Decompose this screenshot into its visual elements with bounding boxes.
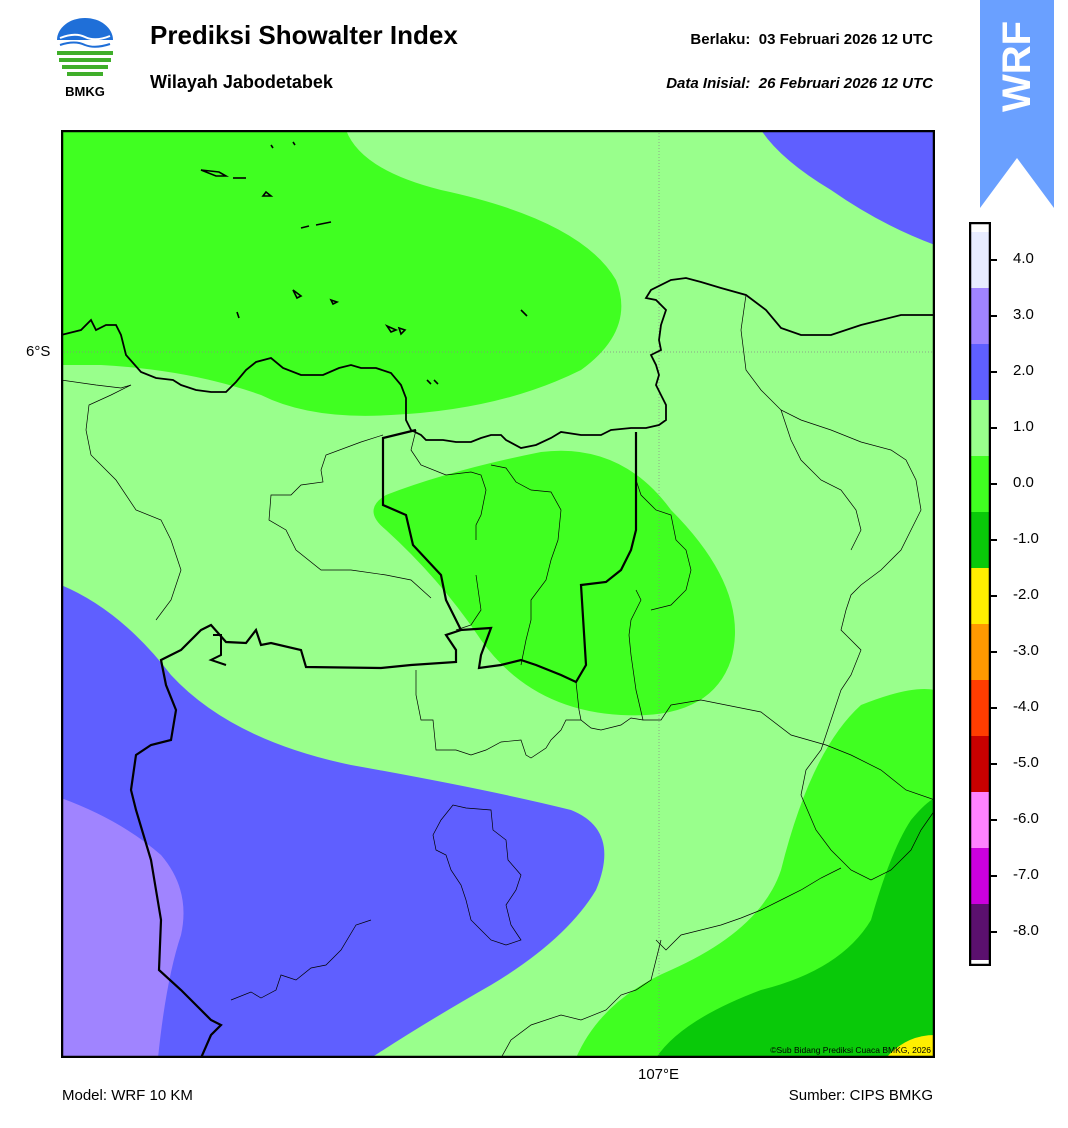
colorbar-tick (991, 259, 997, 261)
field-dark-green-southeast (656, 798, 935, 1058)
colorbar-label: 1.0 (1013, 418, 1034, 435)
colorbar-segment-top (969, 222, 991, 232)
colorbar-segment (969, 232, 991, 288)
colorbar-label: -3.0 (1013, 642, 1039, 659)
islands (200, 141, 528, 385)
latitude-label: 6°S (26, 343, 51, 360)
colorbar-label: -1.0 (1013, 530, 1039, 547)
field-bright-green-north (61, 130, 622, 416)
logo-text: BMKG (65, 84, 105, 99)
colorbar-label: -2.0 (1013, 586, 1039, 603)
colorbar (968, 221, 992, 967)
copyright-text: ©Sub Bidang Prediksi Cuaca BMKG, 2026 (770, 1045, 931, 1055)
colorbar-tick (991, 819, 997, 821)
chart-subtitle: Wilayah Jabodetabek (150, 72, 333, 92)
init-time: Data Inisial: 26 Februari 2026 12 UTC (666, 75, 933, 92)
wrf-badge-text: WRF (995, 21, 1039, 112)
wrf-badge: WRF (980, 0, 1054, 210)
regency-borders (61, 294, 935, 1058)
colorbar-tick (991, 875, 997, 877)
colorbar-label: 0.0 (1013, 474, 1034, 491)
colorbar-segment (969, 288, 991, 344)
colorbar-tick (991, 371, 997, 373)
colorbar-label: 2.0 (1013, 362, 1034, 379)
model-label: Model: WRF 10 KM (62, 1087, 193, 1104)
colorbar-label: -7.0 (1013, 866, 1039, 883)
colorbar-tick (991, 707, 997, 709)
colorbar-tick (991, 763, 997, 765)
field-yellow-corner (886, 1035, 935, 1058)
colorbar-label: -4.0 (1013, 698, 1039, 715)
field-purple-southwest (61, 798, 184, 1058)
subregion-outline (208, 634, 227, 666)
colorbar-segment (969, 848, 991, 904)
bmkg-logo-icon (50, 18, 120, 102)
province-border-banten (129, 623, 462, 1058)
field-blue-southwest (61, 585, 605, 1058)
colorbar-segment (969, 736, 991, 792)
colorbar-tick (991, 651, 997, 653)
colorbar-segment (969, 344, 991, 400)
province-border-jakarta-banten (381, 428, 638, 684)
colorbar-border (968, 221, 992, 967)
coastline (61, 277, 935, 449)
longitude-label: 107°E (638, 1066, 680, 1083)
colorbar-segment (969, 456, 991, 512)
colorbar-tick (991, 539, 997, 541)
colorbar-segment (969, 680, 991, 736)
colorbar-segment (969, 624, 991, 680)
colorbar-segment (969, 904, 991, 960)
colorbar-label: -6.0 (1013, 810, 1039, 827)
colorbar-label: 3.0 (1013, 306, 1034, 323)
colorbar-tick (991, 427, 997, 429)
colorbar-tick (991, 931, 997, 933)
chart-title: Prediksi Showalter Index (150, 20, 458, 50)
colorbar-segment (969, 400, 991, 456)
valid-time: Berlaku: 03 Februari 2026 12 UTC (690, 31, 933, 48)
colorbar-tick (991, 483, 997, 485)
map-panel: ©Sub Bidang Prediksi Cuaca BMKG, 2026 (60, 129, 936, 1059)
colorbar-label: -5.0 (1013, 754, 1039, 771)
colorbar-segment (969, 792, 991, 848)
source-label: Sumber: CIPS BMKG (788, 1087, 933, 1104)
colorbar-label: 4.0 (1013, 250, 1034, 267)
colorbar-tick (991, 315, 997, 317)
field-bright-green-center (373, 450, 735, 716)
colorbar-segment (969, 568, 991, 624)
colorbar-segment (969, 512, 991, 568)
map-border (60, 129, 936, 1059)
colorbar-label: -8.0 (1013, 922, 1039, 939)
colorbar-tick (991, 595, 997, 597)
field-blue-northeast (761, 130, 935, 245)
